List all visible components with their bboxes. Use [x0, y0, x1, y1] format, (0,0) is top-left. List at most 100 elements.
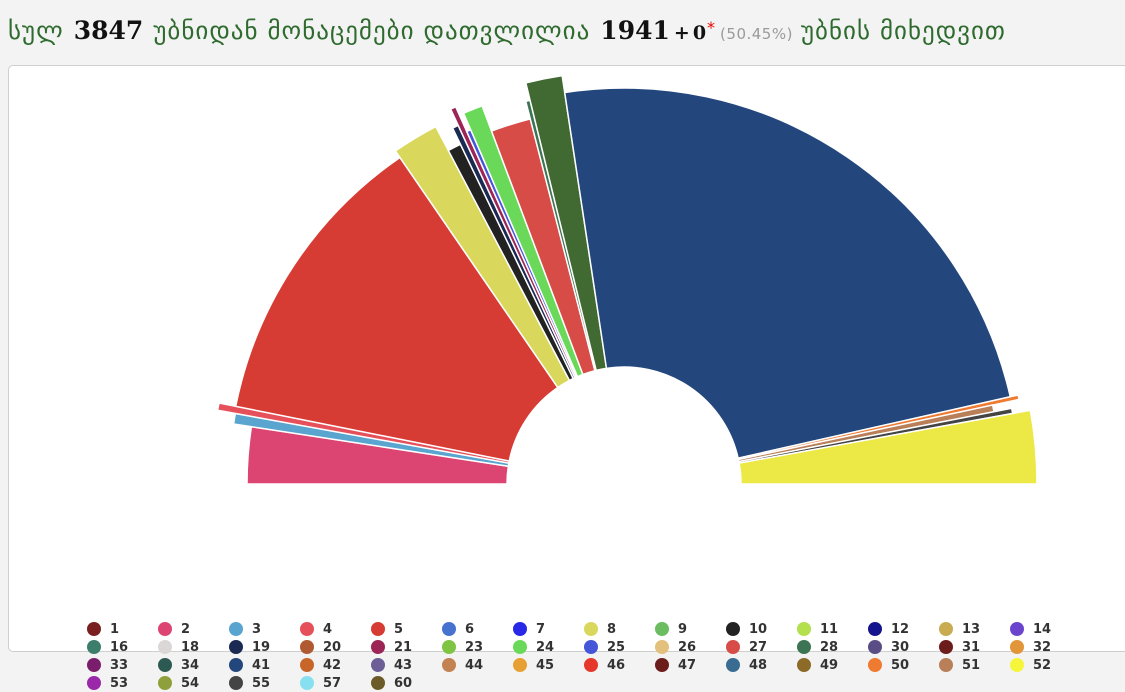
- legend-swatch: [726, 622, 740, 636]
- legend-label: 12: [891, 621, 910, 637]
- legend-label: 4: [323, 621, 333, 637]
- legend-item-23[interactable]: 23: [442, 638, 513, 656]
- slice-41[interactable]: [563, 87, 1012, 460]
- legend-swatch: [158, 658, 172, 672]
- legend-swatch: [87, 622, 101, 636]
- legend-label: 47: [678, 657, 697, 673]
- legend-item-48[interactable]: 48: [726, 656, 797, 674]
- counted-stations: 1941: [600, 16, 670, 45]
- legend-item-11[interactable]: 11: [797, 620, 868, 638]
- legend-item-18[interactable]: 18: [158, 638, 229, 656]
- legend-item-53[interactable]: 53: [87, 674, 158, 692]
- legend-item-34[interactable]: 34: [158, 656, 229, 674]
- legend-item-7[interactable]: 7: [513, 620, 584, 638]
- legend-label: 60: [394, 675, 413, 691]
- legend-label: 21: [394, 639, 413, 655]
- legend-swatch: [939, 658, 953, 672]
- legend-item-20[interactable]: 20: [300, 638, 371, 656]
- legend-label: 7: [536, 621, 546, 637]
- legend-item-14[interactable]: 14: [1010, 620, 1081, 638]
- slice-52[interactable]: [738, 409, 1038, 485]
- legend-label: 44: [465, 657, 484, 673]
- legend-item-21[interactable]: 21: [371, 638, 442, 656]
- legend-item-12[interactable]: 12: [868, 620, 939, 638]
- legend-swatch: [655, 622, 669, 636]
- legend-item-13[interactable]: 13: [939, 620, 1010, 638]
- legend-item-32[interactable]: 32: [1010, 638, 1081, 656]
- legend-swatch: [442, 622, 456, 636]
- legend-item-44[interactable]: 44: [442, 656, 513, 674]
- legend-item-10[interactable]: 10: [726, 620, 797, 638]
- legend-label: 33: [110, 657, 129, 673]
- legend-swatch: [513, 658, 527, 672]
- label-total: სულ: [8, 16, 64, 45]
- legend-label: 55: [252, 675, 271, 691]
- legend-item-24[interactable]: 24: [513, 638, 584, 656]
- legend-swatch: [371, 640, 385, 654]
- legend-item-2[interactable]: 2: [158, 620, 229, 638]
- legend-item-30[interactable]: 30: [868, 638, 939, 656]
- legend-swatch: [726, 658, 740, 672]
- legend-swatch: [797, 658, 811, 672]
- legend-swatch: [442, 640, 456, 654]
- legend-item-5[interactable]: 5: [371, 620, 442, 638]
- legend-label: 11: [820, 621, 839, 637]
- legend-label: 34: [181, 657, 200, 673]
- slice-5[interactable]: [234, 156, 559, 462]
- legend-item-3[interactable]: 3: [229, 620, 300, 638]
- legend-label: 46: [607, 657, 626, 673]
- legend-swatch: [655, 658, 669, 672]
- legend-item-33[interactable]: 33: [87, 656, 158, 674]
- legend-item-8[interactable]: 8: [584, 620, 655, 638]
- extra-count: 0: [692, 22, 708, 44]
- legend-item-4[interactable]: 4: [300, 620, 371, 638]
- legend-item-43[interactable]: 43: [371, 656, 442, 674]
- legend-swatch: [87, 658, 101, 672]
- legend-label: 6: [465, 621, 475, 637]
- legend-label: 45: [536, 657, 555, 673]
- legend-item-50[interactable]: 50: [868, 656, 939, 674]
- legend-item-16[interactable]: 16: [87, 638, 158, 656]
- legend-item-9[interactable]: 9: [655, 620, 726, 638]
- legend-label: 3: [252, 621, 262, 637]
- legend-label: 31: [962, 639, 981, 655]
- legend-swatch: [868, 658, 882, 672]
- legend-item-49[interactable]: 49: [797, 656, 868, 674]
- legend-item-27[interactable]: 27: [726, 638, 797, 656]
- legend-item-47[interactable]: 47: [655, 656, 726, 674]
- legend-swatch: [229, 640, 243, 654]
- legend-swatch: [584, 640, 598, 654]
- legend-item-46[interactable]: 46: [584, 656, 655, 674]
- legend-label: 1: [110, 621, 120, 637]
- legend-swatch: [371, 622, 385, 636]
- legend-item-52[interactable]: 52: [1010, 656, 1081, 674]
- legend-item-55[interactable]: 55: [229, 674, 300, 692]
- legend-item-6[interactable]: 6: [442, 620, 513, 638]
- legend-item-60[interactable]: 60: [371, 674, 442, 692]
- legend-item-31[interactable]: 31: [939, 638, 1010, 656]
- legend-item-42[interactable]: 42: [300, 656, 371, 674]
- legend-item-57[interactable]: 57: [300, 674, 371, 692]
- legend-swatch: [300, 658, 314, 672]
- legend-swatch: [300, 640, 314, 654]
- legend-item-41[interactable]: 41: [229, 656, 300, 674]
- legend-item-1[interactable]: 1: [87, 620, 158, 638]
- legend-label: 24: [536, 639, 555, 655]
- legend-label: 32: [1033, 639, 1052, 655]
- legend-item-26[interactable]: 26: [655, 638, 726, 656]
- legend-item-19[interactable]: 19: [229, 638, 300, 656]
- legend-swatch: [797, 622, 811, 636]
- legend-item-45[interactable]: 45: [513, 656, 584, 674]
- legend-item-54[interactable]: 54: [158, 674, 229, 692]
- legend-label: 16: [110, 639, 129, 655]
- legend-item-51[interactable]: 51: [939, 656, 1010, 674]
- legend-label: 14: [1033, 621, 1052, 637]
- legend-swatch: [1010, 658, 1024, 672]
- legend-swatch: [300, 622, 314, 636]
- legend-item-25[interactable]: 25: [584, 638, 655, 656]
- total-stations: 3847: [73, 16, 144, 45]
- plus-sign: +: [673, 22, 691, 44]
- legend-label: 2: [181, 621, 191, 637]
- legend-swatch: [87, 676, 101, 690]
- legend-item-28[interactable]: 28: [797, 638, 868, 656]
